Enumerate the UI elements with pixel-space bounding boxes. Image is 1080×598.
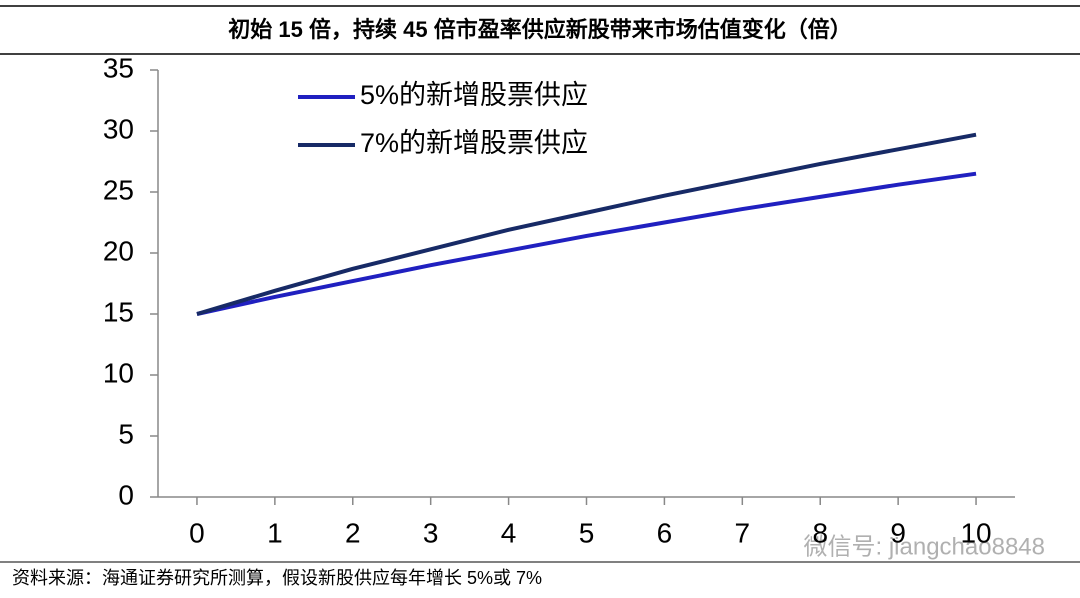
y-tick-label: 25 (103, 174, 134, 205)
x-tick-label: 7 (735, 517, 751, 548)
y-tick-label: 20 (103, 235, 134, 266)
x-tick-label: 5 (579, 517, 595, 548)
y-tick-label: 5 (118, 418, 134, 449)
series-line (196, 132, 977, 316)
y-tick-label: 15 (103, 296, 134, 327)
x-tick-label: 4 (501, 517, 517, 548)
chart-title: 初始 15 倍，持续 45 倍市盈率供应新股带来市场估值变化（倍） (228, 17, 851, 42)
y-tick-label: 35 (103, 52, 134, 83)
x-tick-label: 9 (890, 517, 906, 548)
y-tick-label: 0 (118, 479, 134, 510)
x-tick-label: 2 (345, 517, 361, 548)
legend-label: 5%的新增股票供应 (360, 80, 588, 110)
x-tick-label: 3 (423, 517, 439, 548)
x-tick-label: 0 (189, 517, 205, 548)
x-tick-label: 1 (267, 517, 283, 548)
x-tick-label: 10 (960, 517, 991, 548)
y-tick-label: 30 (103, 113, 134, 144)
x-tick-label: 6 (657, 517, 673, 548)
legend-label: 7%的新增股票供应 (360, 128, 588, 158)
y-tick-label: 10 (103, 357, 134, 388)
source-note: 资料来源：海通证券研究所测算，假设新股供应每年增长 5%或 7% (12, 568, 542, 588)
x-tick-label: 8 (812, 517, 828, 548)
watermark: 微信号: jiangchao8848 (804, 533, 1045, 560)
series-line (196, 171, 977, 316)
